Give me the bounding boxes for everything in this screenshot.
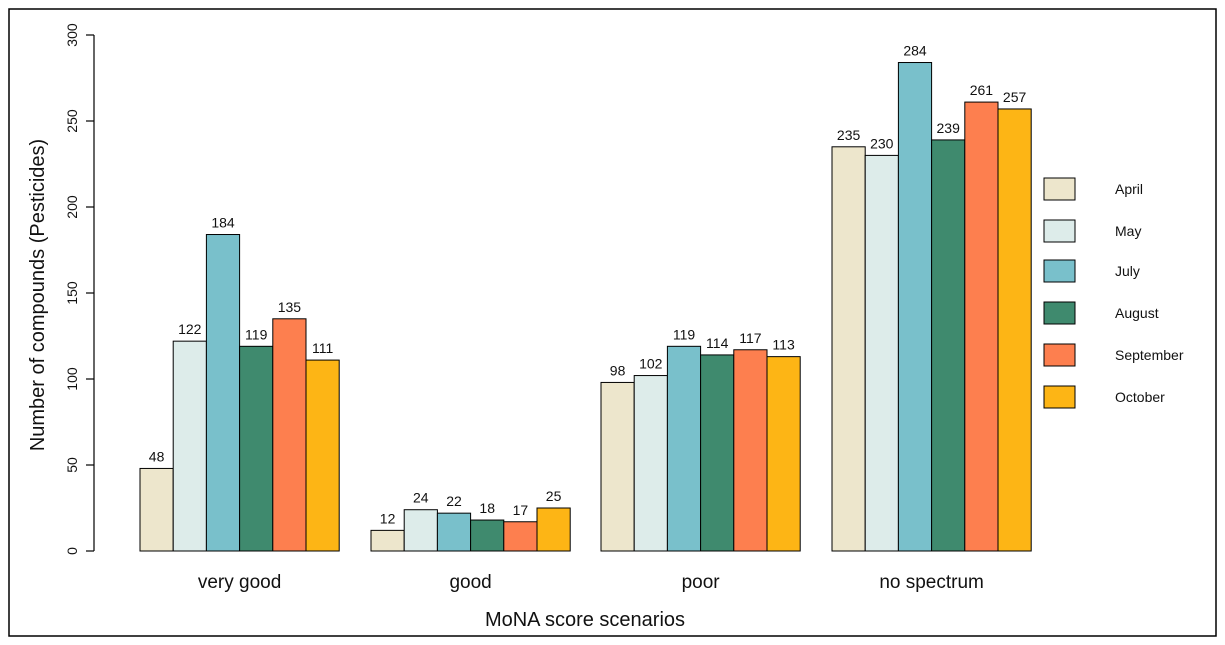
bar xyxy=(370,529,405,552)
data-label: 119 xyxy=(245,326,268,342)
data-label: 102 xyxy=(639,356,663,372)
bar xyxy=(864,154,899,552)
y-tick-label: 200 xyxy=(64,195,80,219)
bar xyxy=(666,345,702,552)
data-label: 230 xyxy=(870,135,894,151)
data-label: 117 xyxy=(739,330,762,346)
bar xyxy=(964,101,999,552)
bar xyxy=(997,108,1032,552)
legend-swatch xyxy=(1043,219,1076,243)
legend-label: October xyxy=(1115,389,1165,405)
data-label: 111 xyxy=(312,340,333,356)
y-tick-label: 250 xyxy=(64,109,80,133)
y-tick-label: 300 xyxy=(64,23,80,47)
data-label: 114 xyxy=(706,335,729,351)
bar xyxy=(272,318,307,552)
data-label: 17 xyxy=(513,502,529,518)
data-label: 135 xyxy=(278,299,302,315)
bar xyxy=(205,234,241,552)
data-label: 25 xyxy=(546,488,562,504)
bar xyxy=(536,507,571,552)
data-label: 24 xyxy=(413,490,429,506)
legend-label: September xyxy=(1115,347,1184,363)
bar xyxy=(172,340,207,552)
data-labels: 48 122 184 119 135 111 12 24 22 18 17 25 98 102 119 114… xyxy=(149,43,1027,527)
bar xyxy=(897,62,933,552)
category-label: very good xyxy=(198,572,281,593)
bar xyxy=(305,359,340,552)
bar xyxy=(239,345,274,552)
legend-label: August xyxy=(1115,305,1159,321)
category-label: good xyxy=(449,572,491,593)
y-tick-label: 50 xyxy=(64,457,80,473)
data-label: 239 xyxy=(937,120,961,136)
bar xyxy=(600,381,635,552)
bar xyxy=(139,467,174,552)
data-label: 122 xyxy=(178,321,202,337)
y-axis: 0 50 100 150 200 250 300 xyxy=(64,23,95,555)
y-axis-title: Number of compounds (Pesticides) xyxy=(27,139,49,451)
legend-swatch xyxy=(1043,177,1076,201)
data-label: 235 xyxy=(837,127,861,143)
legend-swatch xyxy=(1043,343,1076,367)
bar xyxy=(633,375,668,552)
data-label: 48 xyxy=(149,448,165,464)
category-label: no spectrum xyxy=(879,572,984,593)
legend-label: May xyxy=(1115,223,1141,239)
category-label: poor xyxy=(682,572,721,593)
bar xyxy=(831,146,866,552)
bar xyxy=(436,512,472,552)
bars xyxy=(139,62,1032,552)
bar xyxy=(470,519,505,552)
x-axis-title: MoNA score scenarios xyxy=(485,609,685,631)
category-labels: very good good poor no spectrum xyxy=(198,572,984,593)
data-label: 18 xyxy=(479,500,495,516)
data-label: 119 xyxy=(673,326,696,342)
data-label: 257 xyxy=(1003,89,1027,105)
legend-swatch xyxy=(1043,385,1076,409)
data-label: 184 xyxy=(211,215,235,231)
bar xyxy=(503,521,538,552)
bar xyxy=(700,354,735,552)
data-label: 261 xyxy=(970,82,994,98)
y-tick-label: 100 xyxy=(64,367,80,391)
y-tick-label: 0 xyxy=(64,547,80,555)
data-label: 22 xyxy=(446,493,462,509)
bar xyxy=(733,349,768,552)
y-tick-label: 150 xyxy=(64,281,80,305)
data-label: 113 xyxy=(772,337,795,353)
data-label: 12 xyxy=(380,510,396,526)
bar xyxy=(766,356,801,552)
bar xyxy=(403,509,438,552)
legend-swatch xyxy=(1043,259,1076,283)
bar xyxy=(931,139,966,552)
data-label: 284 xyxy=(903,43,927,59)
legend: April May July August September October xyxy=(1043,177,1184,409)
data-label: 98 xyxy=(610,362,626,378)
legend-label: April xyxy=(1115,181,1143,197)
legend-swatch xyxy=(1043,301,1076,325)
legend-label: July xyxy=(1115,263,1140,279)
